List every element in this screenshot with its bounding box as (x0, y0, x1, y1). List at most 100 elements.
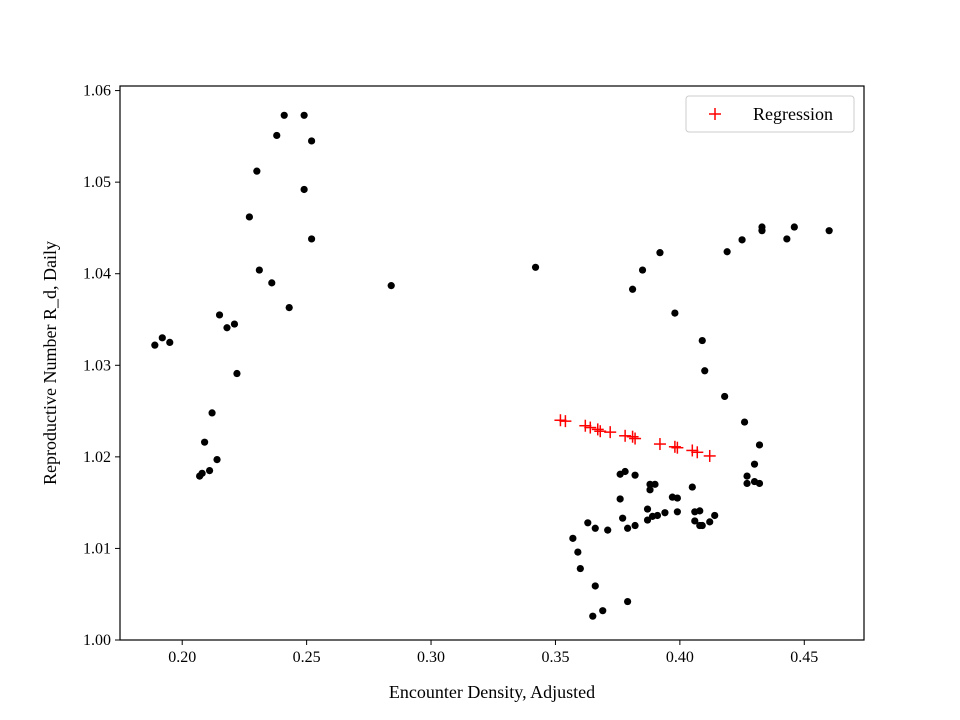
data-point (589, 612, 597, 620)
regression-point (554, 414, 567, 427)
data-point (268, 279, 276, 287)
y-tick-label: 1.02 (83, 449, 111, 466)
x-axis-label: Encounter Density, Adjusted (389, 682, 595, 702)
legend: Regression (685, 95, 855, 133)
regression-point (594, 425, 607, 438)
data-point (280, 111, 288, 119)
regression-series-points (554, 414, 716, 462)
data-point (604, 526, 612, 534)
data-point (651, 480, 659, 488)
data-point (223, 324, 231, 332)
data-point (307, 235, 316, 243)
data-point (643, 505, 652, 513)
y-tick-label: 1.01 (83, 540, 111, 557)
data-point (688, 483, 696, 491)
data-point (691, 517, 699, 525)
data-point (624, 597, 632, 606)
data-point (387, 282, 395, 290)
y-tick-label: 1.00 (83, 632, 111, 649)
regression-point (604, 426, 617, 439)
data-point (653, 511, 662, 520)
data-point (790, 223, 798, 231)
legend-label-regression: Regression (753, 104, 833, 124)
data-point (696, 507, 704, 515)
data-point (783, 235, 791, 243)
data-point (698, 521, 706, 530)
data-point (621, 467, 629, 476)
x-tick-label: 0.40 (666, 649, 694, 666)
data-point (531, 263, 540, 271)
data-point (201, 438, 209, 446)
data-point (656, 249, 664, 257)
data-point (273, 131, 281, 140)
data-point (230, 320, 239, 328)
regression-point (686, 444, 699, 457)
data-point (711, 511, 719, 520)
data-point (300, 185, 308, 194)
data-point (619, 514, 627, 522)
data-point (750, 460, 759, 468)
data-point (245, 213, 253, 221)
data-point (743, 472, 751, 480)
regression-point (559, 415, 572, 428)
regression-point (703, 449, 716, 462)
regression-point (619, 429, 632, 442)
data-point (616, 495, 624, 503)
data-point (213, 456, 221, 464)
regression-point (653, 438, 666, 451)
data-point (673, 508, 681, 516)
regression-point (629, 432, 642, 445)
y-tick-label: 1.03 (83, 357, 111, 374)
data-point (591, 524, 599, 532)
data-point (631, 471, 639, 479)
legend-marker-regression (709, 108, 721, 120)
data-point (671, 309, 679, 317)
data-point (643, 516, 652, 524)
data-point (166, 338, 174, 346)
data-point (646, 486, 654, 494)
data-point (755, 441, 764, 449)
data-point (646, 480, 654, 488)
data-point (569, 534, 577, 542)
data-point (758, 227, 766, 235)
data-point (151, 341, 159, 349)
data-point (706, 518, 714, 526)
data-point (628, 285, 637, 293)
data-point (701, 367, 709, 375)
y-tick-label: 1.06 (83, 83, 111, 100)
regression-point (691, 446, 704, 459)
x-tick-label: 0.20 (168, 649, 196, 666)
data-point (584, 519, 592, 527)
data-point (233, 369, 241, 378)
data-point (591, 582, 599, 590)
regression-point (626, 430, 639, 443)
data-point (599, 607, 607, 615)
data-point (253, 167, 261, 175)
data-point (255, 266, 263, 274)
data-point (738, 236, 746, 244)
data-point (300, 111, 308, 119)
data-series-points (151, 111, 833, 620)
data-point (215, 311, 224, 319)
data-point (158, 334, 166, 342)
data-point (198, 469, 206, 477)
data-point (723, 248, 731, 256)
data-point (624, 524, 632, 532)
data-point (743, 479, 751, 488)
y-axis-label: Reproductive Number R_d, Daily (40, 241, 60, 485)
regression-point (671, 441, 684, 454)
data-point (661, 509, 669, 517)
regression-point (584, 421, 597, 434)
data-point (721, 392, 729, 401)
data-point (698, 336, 706, 345)
axis-ticks: 0.20 0.25 0.30 0.35 0.40 0.45 1.00 1.01 1.02 1.03… (83, 83, 818, 666)
data-point (740, 418, 749, 426)
x-tick-label: 0.35 (541, 649, 569, 666)
data-point (205, 466, 214, 475)
data-point (208, 409, 216, 417)
data-point (638, 266, 647, 274)
x-tick-label: 0.45 (790, 649, 818, 666)
x-tick-label: 0.25 (293, 649, 321, 666)
regression-point (668, 440, 681, 453)
